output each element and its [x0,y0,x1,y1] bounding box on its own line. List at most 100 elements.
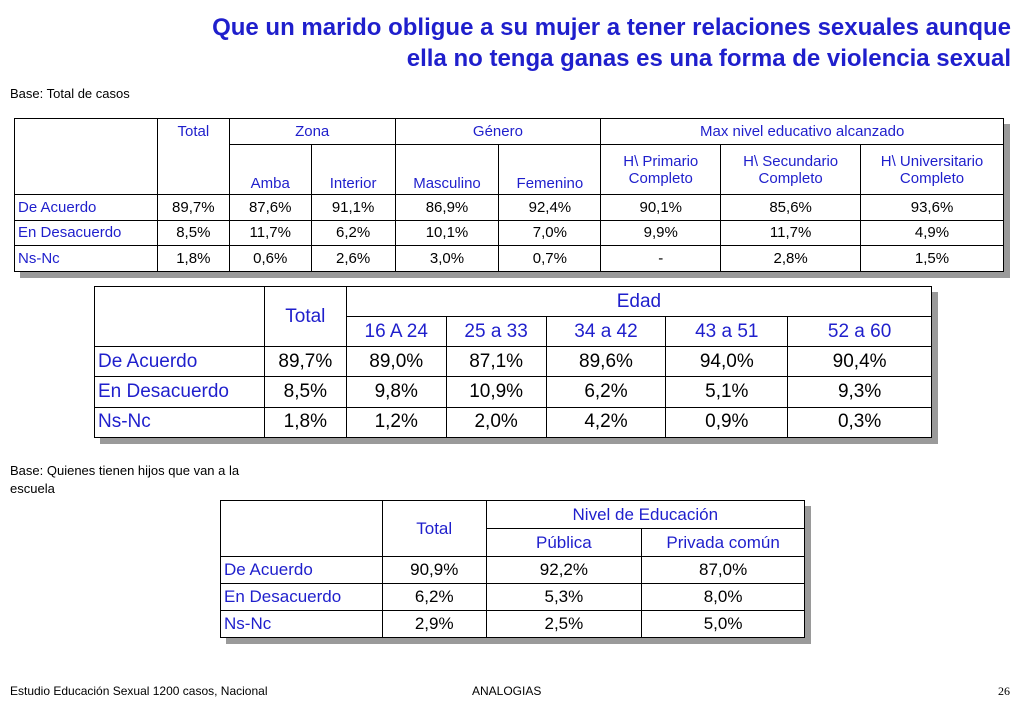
header-age: 25 a 33 [445,316,547,347]
cell: 9,9% [600,219,722,247]
table-row: De Acuerdo 89,7% 89,0% 87,1% 89,6% 94,0%… [94,345,932,378]
header-primario: H\ Primario Completo [600,144,722,195]
cell: 0,9% [665,406,789,439]
cell: 90,4% [787,345,932,378]
cell: 91,1% [310,194,396,221]
cell: 4,9% [860,219,1004,247]
header-age: 52 a 60 [787,316,932,347]
header-privada: Privada común [641,528,805,557]
row-label: De Acuerdo [94,345,265,378]
cell: 2,6% [310,245,396,272]
cell: 6,2% [310,219,396,247]
header-universitario-line2: Completo [899,169,965,187]
row-label: Ns-Nc [220,610,383,638]
cell: 94,0% [665,345,789,378]
header-group-genero: Género [394,118,602,145]
header-total: Total [263,286,347,347]
cell: 3,0% [394,245,500,272]
cell: 0,6% [228,245,312,272]
page-number: 26 [998,684,1010,698]
cell: 2,0% [445,406,547,439]
header-primario-line2: Completo [628,169,693,187]
cell: 8,5% [156,219,230,247]
corner-cell [14,118,158,195]
cell: 1,8% [156,245,230,272]
header-secundario: H\ Secundario Completo [720,144,862,195]
cell: 87,0% [641,556,805,584]
cell: 6,2% [381,583,487,611]
header-primario-line1: H\ Primario [623,152,699,170]
table-row: Ns-Nc 2,9% 2,5% 5,0% [220,610,805,638]
header-femenino: Femenino [498,144,602,195]
cell: 85,6% [720,194,862,221]
cell: 90,9% [381,556,487,584]
cell: 2,9% [381,610,487,638]
header-age: 16 A 24 [345,316,447,347]
table-edad: Total Edad 16 A 24 25 a 33 34 a 42 43 a … [94,286,933,439]
cell: 89,7% [156,194,230,221]
table-row: En Desacuerdo 6,2% 5,3% 8,0% [220,583,805,611]
cell: 5,3% [485,583,643,611]
header-group-edad: Edad [345,286,933,317]
table-row: De Acuerdo 89,7% 87,6% 91,1% 86,9% 92,4%… [14,194,1004,221]
cell: 92,4% [498,194,602,221]
base-note-total: Base: Total de casos [10,86,130,101]
header-age: 43 a 51 [665,316,789,347]
cell: 92,2% [485,556,643,584]
header-group-educacion: Max nivel educativo alcanzado [600,118,1004,145]
cell: 4,2% [545,406,667,439]
cell: 87,1% [445,345,547,378]
title-line-2: ella no tenga ganas es una forma de viol… [406,45,1011,72]
cell: 10,9% [445,376,547,408]
corner-cell [220,500,383,557]
base-note-hijos-line1: Base: Quienes tienen hijos que van a la [10,463,240,478]
footer-brand: ANALOGIAS [472,684,542,698]
corner-cell [94,286,265,347]
cell: 0,7% [498,245,602,272]
cell: 89,0% [345,345,447,378]
table-row: En Desacuerdo 8,5% 11,7% 6,2% 10,1% 7,0%… [14,219,1004,247]
cell: 10,1% [394,219,500,247]
row-label: Ns-Nc [94,406,265,439]
header-publica: Pública [485,528,643,557]
header-masculino: Masculino [394,144,500,195]
cell: 1,5% [860,245,1004,272]
header-universitario-line1: H\ Universitario [880,152,984,170]
header-total: Total [381,500,487,557]
cell: 5,1% [665,376,789,408]
row-label: En Desacuerdo [94,376,265,408]
cell: 9,3% [787,376,932,408]
slide-title: Que un marido obligue a su mujer a tener… [11,12,1011,74]
header-amba: Amba [228,144,312,195]
header-group-nivel: Nivel de Educación [485,500,806,529]
title-line-1: Que un marido obligue a su mujer a tener… [212,14,1011,41]
row-label: En Desacuerdo [14,219,158,247]
header-secundario-line1: H\ Secundario [743,152,839,170]
cell: 9,8% [345,376,447,408]
cell: 87,6% [228,194,312,221]
cell: 90,1% [600,194,722,221]
table-nivel-educacion: Total Nivel de Educación Pública Privada… [220,500,806,638]
cell: 7,0% [498,219,602,247]
row-label: De Acuerdo [14,194,158,221]
header-group-zona: Zona [228,118,396,145]
header-age: 34 a 42 [545,316,667,347]
base-note-hijos-line2: escuela [10,481,55,496]
header-total: Total [156,118,230,195]
cell: 11,7% [228,219,312,247]
cell: 8,5% [263,376,347,408]
cell: 1,2% [345,406,447,439]
cell: 8,0% [641,583,805,611]
header-universitario: H\ Universitario Completo [860,144,1004,195]
cell: 0,3% [787,406,932,439]
row-label: De Acuerdo [220,556,383,584]
cell: 5,0% [641,610,805,638]
table-row: De Acuerdo 90,9% 92,2% 87,0% [220,556,805,584]
table-row: Ns-Nc 1,8% 0,6% 2,6% 3,0% 0,7% - 2,8% 1,… [14,245,1004,272]
header-interior: Interior [310,144,396,195]
table-row: En Desacuerdo 8,5% 9,8% 10,9% 6,2% 5,1% … [94,376,932,408]
cell: 1,8% [263,406,347,439]
cell: 2,8% [720,245,862,272]
cell: 93,6% [860,194,1004,221]
cell: 89,7% [263,345,347,378]
